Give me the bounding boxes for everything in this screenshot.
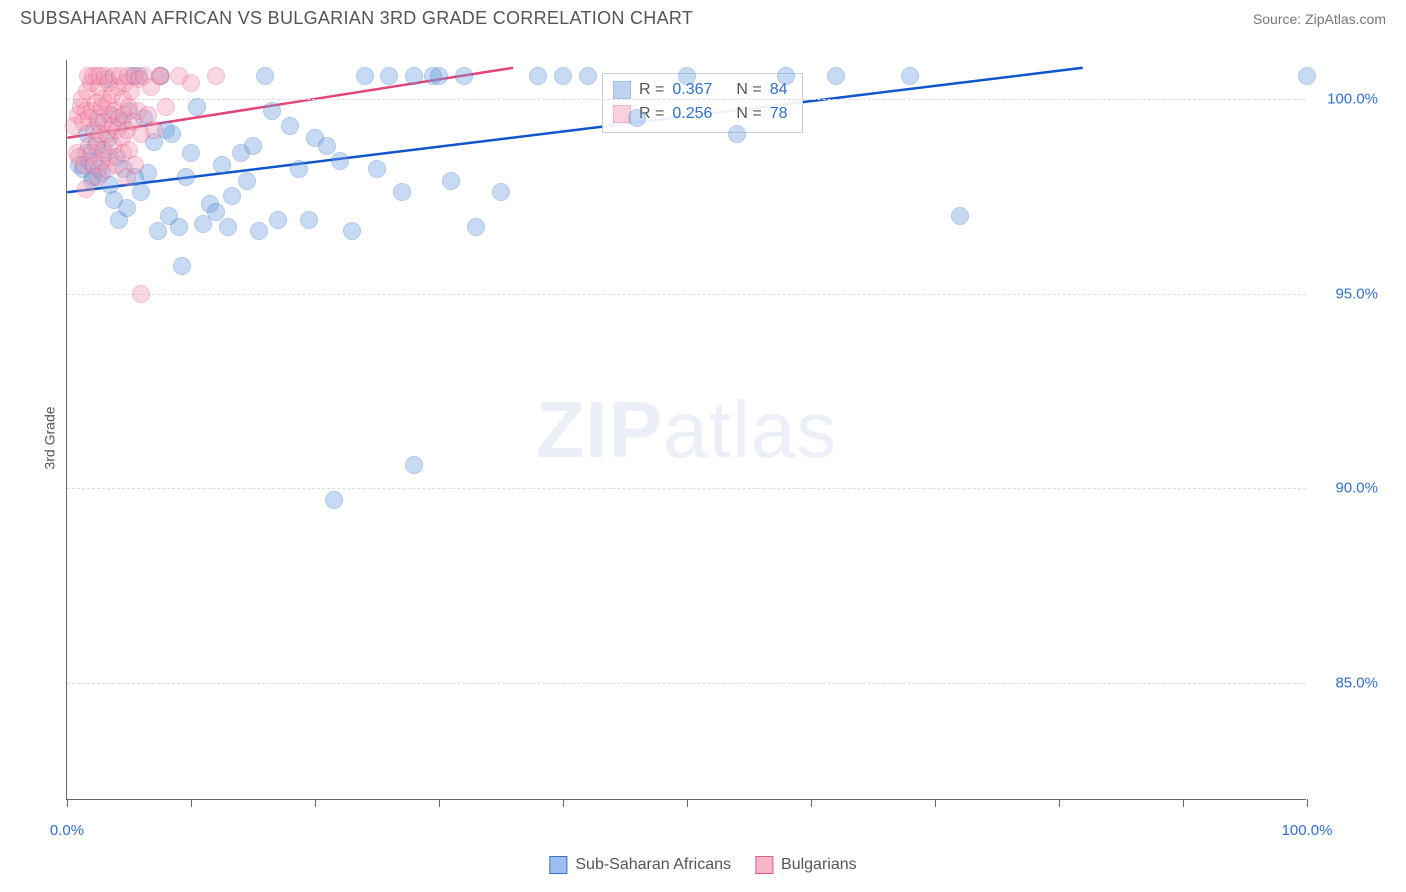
x-tick — [439, 799, 440, 807]
data-point — [728, 125, 746, 143]
data-point — [777, 67, 795, 85]
x-tick — [687, 799, 688, 807]
plot-region: ZIPatlas R =0.367N =84R =0.256N =78 85.0… — [66, 60, 1306, 800]
data-point — [442, 172, 460, 190]
legend-label: Sub-Saharan Africans — [575, 856, 731, 874]
data-point — [244, 137, 262, 155]
data-point — [219, 218, 237, 236]
y-tick-label: 85.0% — [1335, 675, 1378, 692]
y-tick-label: 100.0% — [1327, 90, 1378, 107]
data-point — [628, 109, 646, 127]
x-tick — [935, 799, 936, 807]
data-point — [380, 67, 398, 85]
gridline — [67, 99, 1306, 100]
data-point — [492, 183, 510, 201]
data-point — [281, 117, 299, 135]
watermark: ZIPatlas — [536, 384, 837, 476]
data-point — [678, 67, 696, 85]
legend-item: Sub-Saharan Africans — [549, 856, 731, 874]
x-tick — [315, 799, 316, 807]
gridline — [67, 294, 1306, 295]
data-point — [256, 67, 274, 85]
y-tick-label: 95.0% — [1335, 285, 1378, 302]
data-point — [331, 152, 349, 170]
data-point — [132, 183, 150, 201]
data-point — [182, 144, 200, 162]
data-point — [238, 172, 256, 190]
legend-item: Bulgarians — [755, 856, 857, 874]
data-point — [368, 160, 386, 178]
data-point — [126, 156, 144, 174]
data-point — [393, 183, 411, 201]
data-point — [145, 121, 163, 139]
data-point — [951, 207, 969, 225]
data-point — [157, 98, 175, 116]
data-point — [207, 67, 225, 85]
x-tick — [67, 799, 68, 807]
data-point — [455, 67, 473, 85]
data-point — [207, 203, 225, 221]
data-point — [149, 222, 167, 240]
data-point — [300, 211, 318, 229]
data-point — [529, 67, 547, 85]
legend-swatch — [755, 856, 773, 874]
x-tick — [191, 799, 192, 807]
data-point — [170, 218, 188, 236]
r-value: 0.256 — [672, 102, 712, 126]
data-point — [405, 67, 423, 85]
data-point — [173, 257, 191, 275]
data-point — [1298, 67, 1316, 85]
data-point — [356, 67, 374, 85]
legend-swatch — [613, 81, 631, 99]
data-point — [177, 168, 195, 186]
data-point — [343, 222, 361, 240]
x-tick — [563, 799, 564, 807]
data-point — [554, 67, 572, 85]
data-point — [118, 199, 136, 217]
data-point — [269, 211, 287, 229]
n-value: 78 — [770, 102, 788, 126]
trend-lines — [67, 60, 1306, 799]
data-point — [430, 67, 448, 85]
legend-label: Bulgarians — [781, 856, 857, 874]
data-point — [182, 74, 200, 92]
source-credit: Source: ZipAtlas.com — [1253, 11, 1386, 27]
x-tick-label: 100.0% — [1282, 822, 1333, 839]
x-tick — [1059, 799, 1060, 807]
x-tick — [811, 799, 812, 807]
data-point — [263, 102, 281, 120]
series-legend: Sub-Saharan Africans Bulgarians — [549, 856, 856, 874]
data-point — [325, 491, 343, 509]
legend-swatch — [549, 856, 567, 874]
data-point — [163, 125, 181, 143]
gridline — [67, 488, 1306, 489]
y-axis-label: 3rd Grade — [42, 406, 58, 469]
data-point — [223, 187, 241, 205]
data-point — [290, 160, 308, 178]
data-point — [467, 218, 485, 236]
x-tick — [1307, 799, 1308, 807]
data-point — [901, 67, 919, 85]
n-label: N = — [736, 102, 761, 126]
data-point — [213, 156, 231, 174]
data-point — [250, 222, 268, 240]
x-tick-label: 0.0% — [50, 822, 84, 839]
gridline — [67, 683, 1306, 684]
chart-area: 3rd Grade ZIPatlas R =0.367N =84R =0.256… — [18, 44, 1388, 832]
data-point — [318, 137, 336, 155]
data-point — [151, 67, 169, 85]
data-point — [579, 67, 597, 85]
data-point — [405, 456, 423, 474]
data-point — [827, 67, 845, 85]
chart-title: SUBSAHARAN AFRICAN VS BULGARIAN 3RD GRAD… — [20, 8, 693, 29]
data-point — [132, 285, 150, 303]
y-tick-label: 90.0% — [1335, 480, 1378, 497]
data-point — [188, 98, 206, 116]
x-tick — [1183, 799, 1184, 807]
